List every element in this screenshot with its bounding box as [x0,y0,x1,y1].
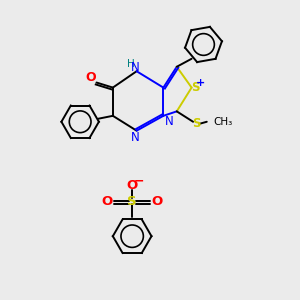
Text: N: N [131,61,140,74]
Text: O: O [102,195,113,208]
Text: O: O [151,195,163,208]
Text: S: S [128,195,137,208]
Text: CH₃: CH₃ [213,117,232,127]
Text: H: H [128,59,135,69]
Text: O: O [127,179,138,192]
Text: N: N [131,131,140,144]
Text: S: S [191,81,200,94]
Text: −: − [134,175,144,188]
Text: N: N [165,115,174,128]
Text: +: + [196,78,205,88]
Text: O: O [85,71,96,84]
Text: S: S [192,117,201,130]
